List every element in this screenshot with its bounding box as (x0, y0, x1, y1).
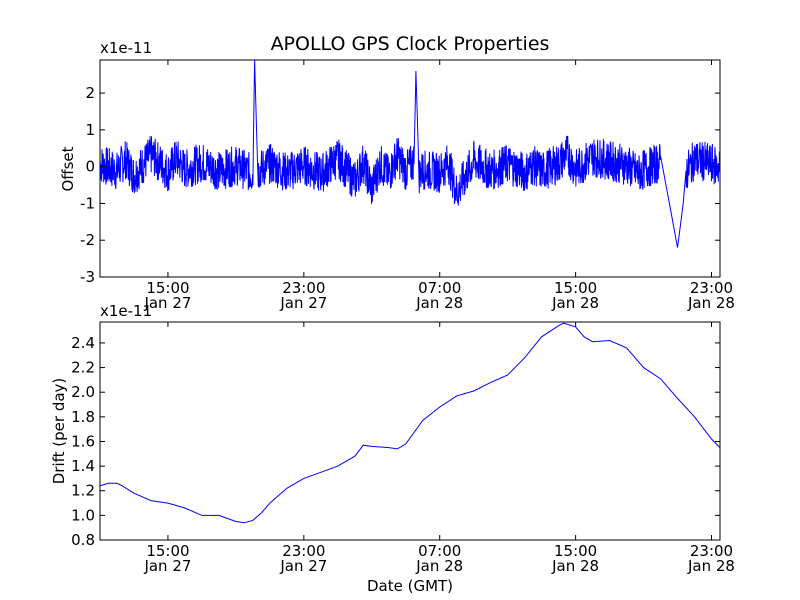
offset-y-axis-label: Offset (59, 146, 77, 191)
series-line-0 (100, 322, 720, 524)
x-tick-label-time: 23:00 (282, 279, 325, 297)
y-tick-label: 2.0 (71, 383, 95, 401)
x-tick-label-date: Jan 28 (551, 557, 599, 575)
x-tick-label-date: Jan 28 (551, 294, 599, 312)
x-tick-label-date: Jan 27 (143, 557, 191, 575)
x-tick-label-date: Jan 27 (279, 294, 327, 312)
x-tick-label-time: 07:00 (418, 279, 461, 297)
y-tick-label: 1.4 (71, 457, 95, 475)
series-line-0 (100, 60, 720, 248)
x-tick-label-date: Jan 27 (279, 557, 327, 575)
y-tick-label: -2 (80, 231, 95, 249)
plot-area (99, 321, 721, 541)
y-tick-label: 0.8 (71, 531, 95, 549)
x-tick-label-time: 23:00 (690, 279, 733, 297)
y-tick-label: 2.4 (71, 334, 95, 352)
y-tick-label: -1 (80, 194, 95, 212)
y-tick-label: 1.0 (71, 506, 95, 524)
y-tick-label: 1.6 (71, 432, 95, 450)
chart-title: APOLLO GPS Clock Properties (271, 33, 550, 55)
drift-y-axis-label: Drift (per day) (50, 378, 68, 485)
drift-multiplier-label: x1e-11 (100, 302, 152, 320)
x-tick-label-date: Jan 28 (687, 557, 735, 575)
x-tick-label-date: Jan 28 (415, 294, 463, 312)
x-tick-label-time: 15:00 (146, 279, 189, 297)
x-tick-label-date: Jan 28 (415, 557, 463, 575)
y-tick-label: 2.2 (71, 359, 95, 377)
y-tick-label: -3 (80, 268, 95, 286)
x-tick-label-time: 15:00 (554, 542, 597, 560)
x-tick-label-date: Jan 28 (687, 294, 735, 312)
y-tick-label: 1.8 (71, 408, 95, 426)
x-tick-label-time: 23:00 (282, 542, 325, 560)
x-tick-label-time: 23:00 (690, 542, 733, 560)
x-tick-label-date: Jan 27 (143, 294, 191, 312)
y-tick-label: 1.2 (71, 482, 95, 500)
x-tick-label-time: 15:00 (146, 542, 189, 560)
y-tick-label: 1 (85, 121, 95, 139)
x-tick-label-time: 15:00 (554, 279, 597, 297)
y-tick-label: 0 (85, 158, 95, 176)
y-tick-label: 2 (85, 84, 95, 102)
offset-multiplier-label: x1e-11 (100, 39, 152, 57)
x-tick-label-time: 07:00 (418, 542, 461, 560)
drift-x-axis-label: Date (GMT) (367, 577, 453, 595)
